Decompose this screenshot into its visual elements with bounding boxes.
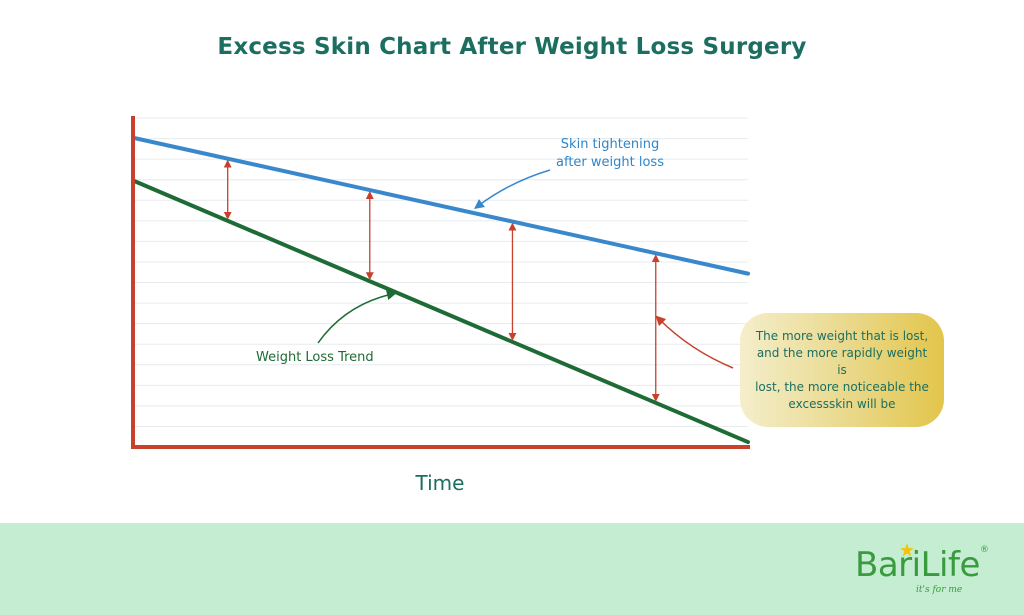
logo-word-text: BariLife [855,545,980,585]
callout-line-1: The more weight that is lost, [755,328,929,343]
callout-line-4: excessskin will be [788,396,896,411]
barilife-logo: BariLife® it's for me [855,543,995,601]
footer-band [0,523,1024,615]
callout-box: The more weight that is lost, and the mo… [740,313,944,427]
weight-label-pointer-arrow [317,290,397,344]
gap-arrows [223,159,660,402]
skin-label-line-2: after weight loss [556,155,664,170]
series-line-weight-loss-trend [131,178,750,445]
callout-line-2: and the more rapidly weight is [756,345,928,377]
x-axis-label: Time [415,471,465,495]
chart-title: Excess Skin Chart After Weight Loss Surg… [217,34,807,60]
chart-canvas [131,116,750,449]
callout-pointer-arrow [655,315,734,369]
skin-label-pointer-arrow [473,169,551,209]
logo-wordmark: BariLife® [855,545,989,585]
series-line-skin-tightening [131,135,750,276]
logo-tagline: it's for me [916,585,963,595]
weight-loss-trend-label: Weight Loss Trend [256,350,374,365]
logo-registered-mark: ® [979,545,989,555]
logo-star-icon [900,543,914,557]
skin-label-line-1: Skin tightening [560,137,660,152]
skin-tightening-label: Skin tightening after weight loss [548,136,672,172]
callout-line-3: lost, the more noticeable the [755,379,929,394]
